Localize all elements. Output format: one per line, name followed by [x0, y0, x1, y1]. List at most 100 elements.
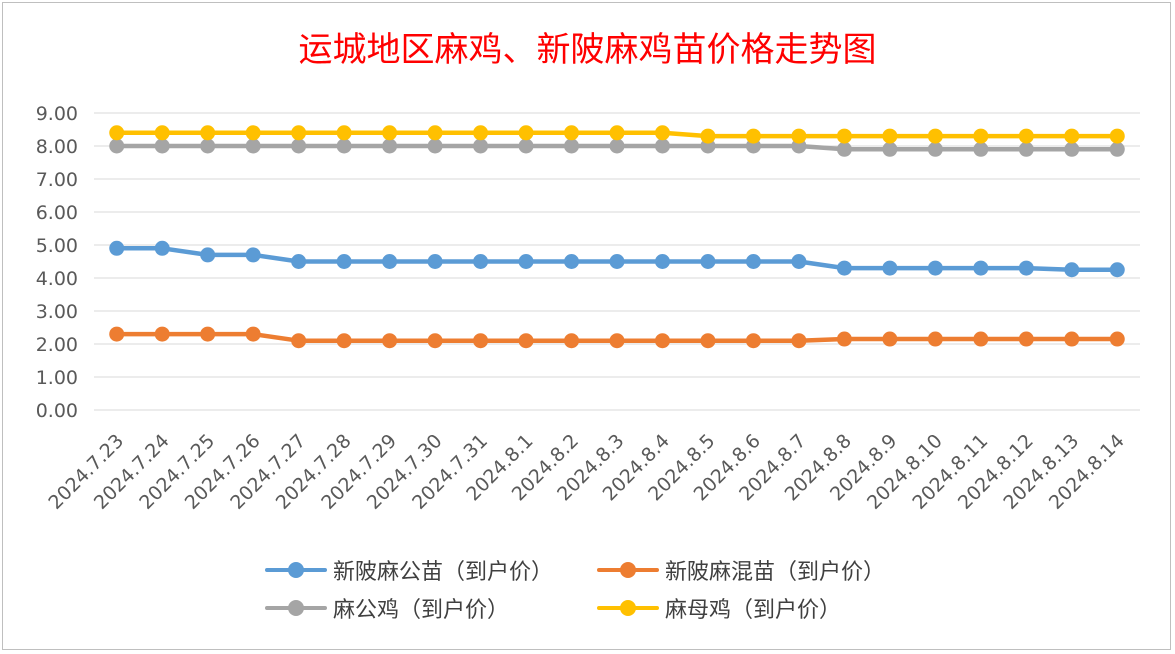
data-point [564, 138, 580, 154]
data-point [427, 254, 443, 269]
data-point [1109, 141, 1125, 157]
data-point [382, 254, 398, 269]
data-point [1109, 262, 1125, 278]
data-point [836, 260, 852, 276]
data-point [154, 138, 170, 154]
data-point [654, 254, 670, 269]
data-point [700, 254, 716, 269]
legend-label-series-3: 麻公鸡（到户价） [333, 598, 510, 623]
data-point [836, 128, 852, 144]
data-point [154, 125, 170, 141]
data-point [336, 125, 352, 141]
legend-marker-series-3 [265, 590, 327, 626]
data-point [291, 333, 307, 349]
legend-item-series-3: 麻公鸡（到户价） [265, 590, 509, 626]
data-point [427, 333, 443, 349]
data-point [927, 141, 943, 157]
data-point [609, 254, 625, 269]
data-point [700, 333, 716, 349]
data-point [473, 138, 489, 154]
data-point [1109, 331, 1125, 347]
data-point [245, 247, 261, 263]
data-point [382, 125, 398, 141]
data-point [836, 331, 852, 347]
data-point [518, 125, 534, 141]
data-point [109, 326, 125, 342]
legend-marker-series-4 [597, 590, 659, 626]
data-point [473, 254, 489, 269]
data-point [200, 125, 216, 141]
data-point [245, 125, 261, 141]
data-point [200, 326, 216, 342]
y-tick-label: 0.00 [36, 400, 78, 422]
data-point [654, 333, 670, 349]
data-point [791, 333, 807, 349]
data-point [745, 254, 761, 269]
legend-item-series-1: 新陂麻公苗（到户价） [265, 552, 553, 588]
data-point [882, 331, 898, 347]
data-point [109, 125, 125, 141]
data-point [745, 128, 761, 144]
y-tick-label: 9.00 [36, 103, 78, 125]
y-tick-label: 6.00 [36, 202, 78, 224]
series-1 [109, 240, 1125, 278]
data-point [700, 128, 716, 144]
data-point [882, 260, 898, 276]
data-point [200, 138, 216, 154]
data-point [609, 138, 625, 154]
data-point [245, 138, 261, 154]
data-point [927, 331, 943, 347]
data-point [200, 247, 216, 263]
data-point [336, 254, 352, 269]
legend-item-series-2: 新陂麻混苗（到户价） [597, 552, 885, 588]
data-point [154, 240, 170, 256]
data-point [473, 125, 489, 141]
data-point [427, 138, 443, 154]
data-point [291, 125, 307, 141]
data-point [609, 333, 625, 349]
data-point [654, 138, 670, 154]
data-point [564, 333, 580, 349]
data-point [882, 128, 898, 144]
data-point [1064, 262, 1080, 278]
data-point [1109, 128, 1125, 144]
data-point [518, 254, 534, 269]
data-point [973, 331, 989, 347]
data-point [336, 333, 352, 349]
data-point [518, 333, 534, 349]
data-point [973, 128, 989, 144]
series-4 [109, 125, 1125, 144]
data-point [109, 138, 125, 154]
x-axis: 2024.7.232024.7.242024.7.252024.7.262024… [44, 430, 1128, 514]
data-point [609, 125, 625, 141]
data-point [791, 254, 807, 269]
data-point [927, 128, 943, 144]
data-point [427, 125, 443, 141]
y-tick-label: 2.00 [36, 334, 78, 356]
data-point [382, 138, 398, 154]
y-tick-label: 4.00 [36, 268, 78, 290]
data-point [245, 326, 261, 342]
data-point [654, 125, 670, 141]
data-point [1018, 141, 1034, 157]
data-point [1064, 128, 1080, 144]
y-axis: 0.00 1.00 2.00 3.00 4.00 5.00 6.00 7.00 8.00 9.00 [36, 103, 78, 422]
series-lines [109, 125, 1125, 349]
chart-title: 运城地区麻鸡、新陂麻鸡苗价格走势图 [298, 30, 877, 70]
data-point [1018, 260, 1034, 276]
data-point [1064, 141, 1080, 157]
data-point [564, 125, 580, 141]
y-tick-label: 7.00 [36, 169, 78, 191]
legend-item-series-4: 麻母鸡（到户价） [597, 590, 841, 626]
data-point [745, 333, 761, 349]
data-point [927, 260, 943, 276]
data-point [291, 138, 307, 154]
legend-label-series-2: 新陂麻混苗（到户价） [665, 560, 886, 585]
data-point [973, 141, 989, 157]
data-point [836, 141, 852, 157]
data-point [336, 138, 352, 154]
data-point [1064, 331, 1080, 347]
data-point [473, 333, 489, 349]
legend-marker-series-2 [597, 552, 659, 588]
